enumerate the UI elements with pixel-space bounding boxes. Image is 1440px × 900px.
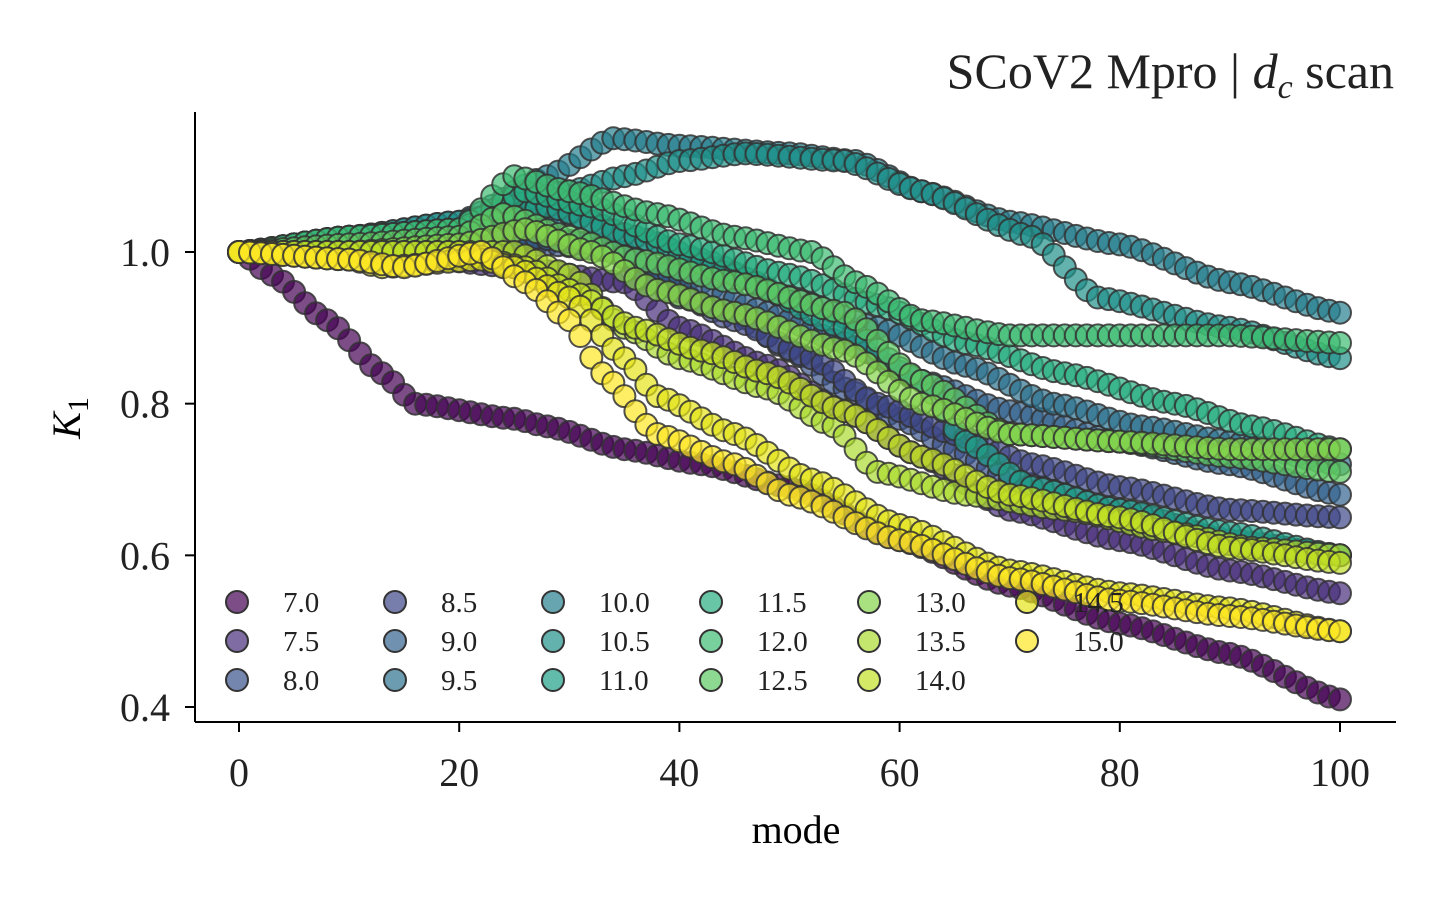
legend-marker bbox=[857, 668, 881, 692]
x-ticks: 0 20 40 60 80 100 bbox=[229, 722, 1370, 795]
legend-item: 8.5 bbox=[383, 587, 477, 619]
legend-marker bbox=[541, 668, 565, 692]
legend-item: 7.5 bbox=[225, 626, 319, 658]
legend-label: 8.0 bbox=[283, 665, 319, 697]
data-point bbox=[1328, 550, 1352, 575]
legend-label: 10.5 bbox=[599, 626, 650, 658]
legend-label: 14.5 bbox=[1073, 587, 1124, 619]
legend-label: 9.5 bbox=[441, 665, 477, 697]
data-point bbox=[1328, 581, 1352, 606]
legend-marker bbox=[225, 590, 249, 614]
legend-item: 11.0 bbox=[541, 665, 649, 697]
legend-label: 8.5 bbox=[441, 587, 477, 619]
legend-item: 9.0 bbox=[383, 626, 477, 658]
y-ticks: 0.4 0.6 0.8 1.0 bbox=[120, 230, 195, 730]
legend-label: 14.0 bbox=[915, 665, 966, 697]
x-tick-label: 40 bbox=[659, 750, 699, 795]
legend-marker bbox=[1015, 629, 1039, 653]
legend-item: 10.0 bbox=[541, 587, 650, 619]
x-tick-label: 80 bbox=[1100, 750, 1140, 795]
y-axis-label-var: K bbox=[44, 410, 89, 440]
legend-item: 7.0 bbox=[225, 587, 319, 619]
legend-label: 9.0 bbox=[441, 626, 477, 658]
legend-marker bbox=[541, 590, 565, 614]
legend-label: 15.0 bbox=[1073, 626, 1124, 658]
legend-item: 10.5 bbox=[541, 626, 650, 658]
y-tick-label: 1.0 bbox=[120, 230, 170, 275]
legend-item: 12.0 bbox=[699, 626, 808, 658]
legend-label: 12.5 bbox=[757, 665, 808, 697]
data-point bbox=[568, 324, 593, 348]
data-point bbox=[1328, 687, 1352, 712]
axes: 0 20 40 60 80 100 0.4 0.6 0.8 1.0 bbox=[120, 112, 1396, 795]
legend-label: 7.0 bbox=[283, 587, 319, 619]
y-axis-label: K1 bbox=[44, 397, 95, 440]
data-point bbox=[1328, 459, 1352, 484]
legend-marker bbox=[699, 590, 723, 614]
legend-label: 11.0 bbox=[599, 665, 649, 697]
legend-marker bbox=[383, 629, 407, 653]
legend-label: 13.5 bbox=[915, 626, 966, 658]
legend-item: 14.5 bbox=[1015, 587, 1124, 619]
legend-item: 9.5 bbox=[383, 665, 477, 697]
chart-title-var: d bbox=[1253, 43, 1279, 99]
x-tick-label: 60 bbox=[880, 750, 920, 795]
legend-marker bbox=[1015, 590, 1039, 614]
y-axis-label-sub: 1 bbox=[62, 397, 95, 412]
legend-marker bbox=[383, 590, 407, 614]
data-point bbox=[1328, 300, 1352, 325]
data-point bbox=[1328, 331, 1352, 355]
legend-label: 12.0 bbox=[757, 626, 808, 658]
legend-item: 8.0 bbox=[225, 665, 319, 697]
data-point bbox=[1328, 505, 1352, 530]
chart-title: SCoV2 Mpro | dc scan bbox=[947, 43, 1394, 106]
x-tick-label: 20 bbox=[439, 750, 479, 795]
data-point bbox=[1328, 619, 1352, 644]
legend-item: 13.5 bbox=[857, 626, 966, 658]
x-tick-label: 100 bbox=[1310, 750, 1370, 795]
legend: 7.0 7.5 8.0 8.5 9.0 9.5 10.0 10.5 11.0 11.5 12.0 12… bbox=[225, 587, 1124, 697]
legend-item: 13.0 bbox=[857, 587, 966, 619]
legend-item: 12.5 bbox=[699, 665, 808, 697]
legend-label: 7.5 bbox=[283, 626, 319, 658]
x-tick-label: 0 bbox=[229, 750, 249, 795]
legend-marker bbox=[857, 629, 881, 653]
legend-marker bbox=[383, 668, 407, 692]
legend-marker bbox=[699, 629, 723, 653]
legend-label: 13.0 bbox=[915, 587, 966, 619]
legend-marker bbox=[541, 629, 565, 653]
data-point bbox=[1328, 482, 1352, 507]
x-axis-label: mode bbox=[752, 807, 841, 852]
legend-marker bbox=[225, 668, 249, 692]
series-15-0 bbox=[227, 240, 1352, 644]
y-tick-label: 0.6 bbox=[120, 533, 170, 578]
legend-marker bbox=[225, 629, 249, 653]
legend-item: 11.5 bbox=[699, 587, 807, 619]
legend-label: 11.5 bbox=[757, 587, 807, 619]
legend-item: 14.0 bbox=[857, 665, 966, 697]
legend-marker bbox=[699, 668, 723, 692]
chart-marks bbox=[227, 126, 1352, 712]
y-tick-label: 0.8 bbox=[120, 382, 170, 427]
y-tick-label: 0.4 bbox=[120, 685, 170, 730]
legend-marker bbox=[857, 590, 881, 614]
chart-title-suffix: scan bbox=[1293, 43, 1394, 99]
data-point bbox=[1328, 437, 1352, 462]
legend-label: 10.0 bbox=[599, 587, 650, 619]
chart-title-sub: c bbox=[1278, 69, 1293, 106]
chart-title-prefix: SCoV2 Mpro | bbox=[947, 43, 1253, 99]
legend-item: 15.0 bbox=[1015, 626, 1124, 658]
